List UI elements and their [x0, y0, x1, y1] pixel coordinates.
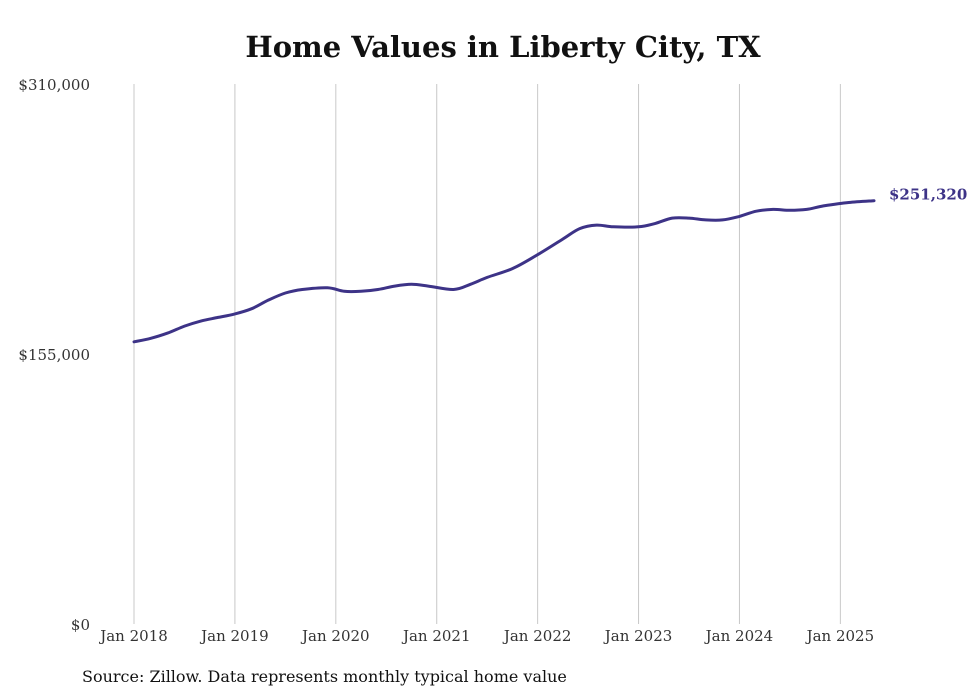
x-tick-label: Jan 2018 [98, 627, 168, 645]
x-tick-label: Jan 2021 [401, 627, 471, 645]
x-tick-label: Jan 2024 [704, 627, 774, 645]
y-tick-label: $155,000 [18, 346, 90, 364]
x-tick-label: Jan 2025 [805, 627, 875, 645]
y-axis: $310,000 $155,000 $0 [18, 76, 90, 634]
y-tick-label: $0 [71, 616, 90, 634]
x-axis: Jan 2018 Jan 2019 Jan 2020 Jan 2021 Jan 2022… [98, 627, 874, 645]
x-tick-label: Jan 2019 [199, 627, 269, 645]
series [132, 199, 876, 344]
end-label-group: $251,320 [889, 186, 967, 204]
x-tick-label: Jan 2020 [300, 627, 370, 645]
series-line [132, 199, 876, 344]
source-note: Source: Zillow. Data represents monthly … [82, 667, 567, 686]
gridlines [133, 84, 841, 624]
y-tick-label: $310,000 [18, 76, 90, 94]
end-value-label: $251,320 [889, 186, 967, 204]
x-tick-label: Jan 2023 [603, 627, 673, 645]
x-tick-label: Jan 2022 [502, 627, 572, 645]
chart-title: Home Values in Liberty City, TX [245, 30, 761, 64]
